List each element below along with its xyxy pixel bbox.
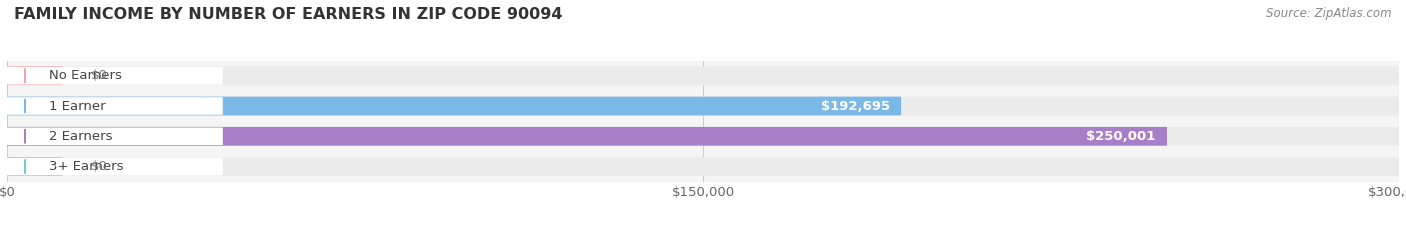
FancyBboxPatch shape xyxy=(7,97,901,115)
Text: $192,695: $192,695 xyxy=(821,99,890,113)
Text: $0: $0 xyxy=(90,69,107,82)
Text: No Earners: No Earners xyxy=(49,69,122,82)
FancyBboxPatch shape xyxy=(0,67,222,85)
FancyBboxPatch shape xyxy=(7,151,1399,182)
Text: 3+ Earners: 3+ Earners xyxy=(49,160,124,173)
Text: 2 Earners: 2 Earners xyxy=(49,130,112,143)
FancyBboxPatch shape xyxy=(7,91,1399,121)
FancyBboxPatch shape xyxy=(7,97,1399,115)
Text: $0: $0 xyxy=(90,160,107,173)
FancyBboxPatch shape xyxy=(7,66,63,85)
Text: 1 Earner: 1 Earner xyxy=(49,99,105,113)
FancyBboxPatch shape xyxy=(7,121,1399,151)
FancyBboxPatch shape xyxy=(7,127,1167,146)
FancyBboxPatch shape xyxy=(7,61,1399,91)
FancyBboxPatch shape xyxy=(7,66,1399,85)
FancyBboxPatch shape xyxy=(0,127,222,145)
FancyBboxPatch shape xyxy=(7,127,1399,146)
FancyBboxPatch shape xyxy=(0,97,222,115)
FancyBboxPatch shape xyxy=(7,157,1399,176)
Text: FAMILY INCOME BY NUMBER OF EARNERS IN ZIP CODE 90094: FAMILY INCOME BY NUMBER OF EARNERS IN ZI… xyxy=(14,7,562,22)
FancyBboxPatch shape xyxy=(0,158,222,175)
Text: $250,001: $250,001 xyxy=(1087,130,1156,143)
FancyBboxPatch shape xyxy=(7,157,63,176)
Text: Source: ZipAtlas.com: Source: ZipAtlas.com xyxy=(1267,7,1392,20)
